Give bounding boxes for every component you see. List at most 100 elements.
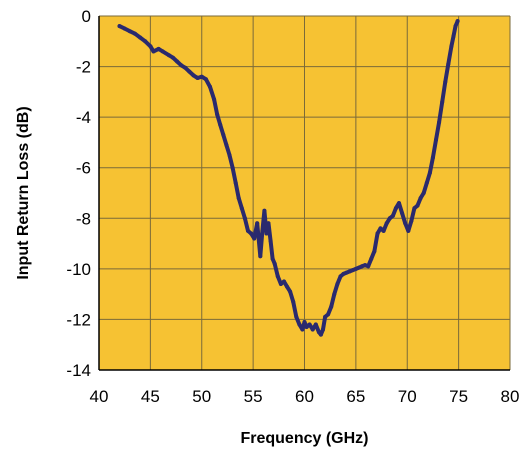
data-point <box>304 325 309 329</box>
data-point <box>378 226 383 231</box>
data-point <box>195 76 200 80</box>
data-point <box>143 39 148 44</box>
data-point <box>387 216 392 221</box>
data-point <box>212 97 217 102</box>
y-axis-title: Input Return Loss (dB) <box>15 106 32 279</box>
y-tick-label: -4 <box>76 108 91 127</box>
data-point <box>313 322 318 327</box>
data-point <box>199 74 204 79</box>
y-tick-label: 0 <box>82 7 91 26</box>
data-point <box>424 180 429 185</box>
data-point <box>384 221 389 226</box>
data-point <box>443 79 448 84</box>
data-point <box>321 327 325 332</box>
data-point <box>434 137 438 142</box>
data-point <box>127 29 132 34</box>
data-point <box>166 53 171 58</box>
data-point <box>227 153 232 158</box>
data-point <box>332 292 337 297</box>
data-point <box>329 304 334 309</box>
data-point <box>453 24 458 29</box>
data-point <box>326 312 331 317</box>
data-point <box>421 191 426 195</box>
x-tick-label: 45 <box>141 387 160 406</box>
data-point <box>218 122 223 127</box>
data-point <box>357 265 361 270</box>
data-point <box>221 132 226 137</box>
x-tick-labels: 40 45 50 55 60 65 70 75 80 <box>90 387 520 406</box>
x-tick-label: 70 <box>398 387 417 406</box>
data-points <box>117 19 460 337</box>
data-point <box>323 314 328 319</box>
data-point <box>440 100 445 104</box>
y-tick-label: -10 <box>66 260 91 279</box>
y-tick-labels: 0 -2 -4 -6 -8 -10 -12 -14 <box>66 7 91 380</box>
data-point <box>353 266 358 271</box>
data-point <box>307 322 312 327</box>
y-tick-label: -8 <box>76 209 91 228</box>
data-point <box>455 19 460 24</box>
data-point <box>418 196 423 201</box>
data-point <box>318 332 323 337</box>
data-point <box>288 289 293 294</box>
data-point <box>156 46 161 51</box>
data-point <box>302 320 307 324</box>
y-tick-label: -6 <box>76 159 91 178</box>
data-point <box>300 327 305 332</box>
data-point <box>138 35 143 40</box>
data-point <box>266 221 271 226</box>
data-point <box>451 34 456 39</box>
data-point <box>117 24 122 29</box>
data-point <box>400 211 405 216</box>
data-point <box>406 228 411 233</box>
data-point <box>246 228 250 233</box>
data-point <box>282 279 286 284</box>
data-point <box>160 49 165 54</box>
data-point <box>409 218 414 223</box>
x-tick-label: 60 <box>295 387 314 406</box>
data-point <box>230 165 235 170</box>
y-tick-label: -14 <box>66 361 91 380</box>
data-point <box>341 271 346 276</box>
data-point <box>347 269 352 274</box>
data-point <box>187 69 192 74</box>
data-point <box>268 239 273 243</box>
data-point <box>175 59 180 64</box>
data-point <box>437 120 442 125</box>
data-point <box>236 196 241 201</box>
data-point <box>366 264 371 269</box>
x-tick-label: 40 <box>90 387 109 406</box>
data-point <box>208 84 212 89</box>
data-point <box>233 180 238 185</box>
x-tick-label: 80 <box>501 387 520 406</box>
data-point <box>449 44 454 49</box>
data-point <box>350 268 355 273</box>
data-point <box>252 236 257 241</box>
data-point <box>415 203 420 208</box>
data-point <box>272 261 277 266</box>
data-point <box>375 231 380 236</box>
data-point <box>270 256 275 261</box>
y-tick-label: -12 <box>66 310 91 329</box>
data-point <box>203 77 208 82</box>
data-point <box>151 49 156 54</box>
data-point <box>264 231 269 236</box>
x-tick-label: 50 <box>192 387 211 406</box>
data-point <box>255 221 260 226</box>
data-point <box>262 208 267 213</box>
data-point <box>403 221 408 226</box>
data-point <box>249 231 254 236</box>
data-point <box>369 256 374 261</box>
data-point <box>446 62 451 66</box>
data-point <box>275 274 280 279</box>
data-point <box>412 206 417 211</box>
data-point <box>344 270 349 275</box>
data-point <box>390 213 395 218</box>
x-tick-label: 75 <box>449 387 468 406</box>
data-point <box>363 263 368 268</box>
data-point <box>258 254 263 259</box>
data-point <box>294 314 299 319</box>
series-line <box>117 19 460 337</box>
data-point <box>310 327 315 332</box>
